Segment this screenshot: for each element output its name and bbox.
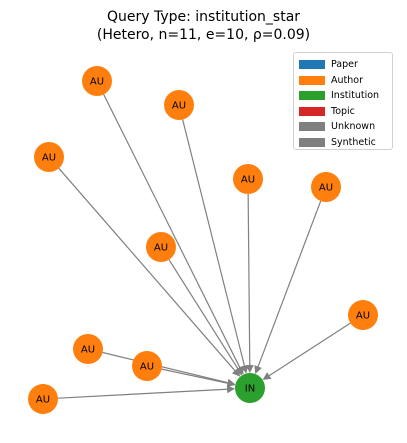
node-label: AU: [36, 395, 50, 406]
legend-item-synthetic: Synthetic: [299, 135, 387, 151]
node-label: AU: [90, 77, 104, 88]
legend: Paper Author Institution Topic Unknown Synthe…: [293, 52, 393, 150]
legend-swatch: [299, 137, 325, 147]
edge-a2-in: [182, 119, 249, 374]
legend-label: Unknown: [331, 121, 376, 133]
legend-item-institution: Institution: [299, 88, 387, 104]
edge-a10-in: [57, 385, 236, 399]
nodes-layer: IN AU AU AU AU AU AU AU AU AU AU: [28, 66, 378, 414]
edge-a4-in: [245, 193, 254, 374]
node-circle: [82, 66, 112, 96]
legend-label: Paper: [331, 59, 358, 71]
legend-item-topic: Topic: [299, 104, 387, 120]
node-label: AU: [356, 311, 370, 322]
node-label: AU: [319, 183, 333, 194]
edge-a7-in: [262, 322, 351, 380]
legend-swatch: [299, 75, 325, 85]
edge-a8-in: [102, 351, 236, 387]
legend-item-paper: Paper: [299, 57, 387, 73]
edge-a9-in: [161, 368, 236, 388]
diagram-title: Query Type: institution_star (Hetero, n=…: [0, 8, 407, 44]
node-circle: [233, 164, 263, 194]
node-circle: [28, 384, 58, 414]
node-label: AU: [81, 345, 95, 356]
node-author-a9: AU: [132, 351, 162, 381]
title-line-2: (Hetero, n=11, e=10, ρ=0.09): [96, 27, 311, 43]
legend-swatch: [299, 122, 325, 132]
node-circle: [73, 334, 103, 364]
node-label: AU: [241, 175, 255, 186]
node-author-a1: AU: [82, 66, 112, 96]
node-author-a8: AU: [73, 334, 103, 364]
node-institution-in: IN: [235, 373, 265, 403]
edge-a3-in: [58, 167, 241, 377]
node-author-a6: AU: [146, 232, 176, 262]
edge-a5-in: [254, 200, 322, 374]
node-author-a4: AU: [233, 164, 263, 194]
legend-swatch: [299, 106, 325, 116]
node-label: AU: [42, 153, 56, 164]
node-circle: [132, 351, 162, 381]
node-author-a2: AU: [164, 90, 194, 120]
edges-layer: [57, 94, 351, 399]
legend-swatch: [299, 60, 325, 70]
node-label: AU: [140, 362, 154, 373]
node-circle: [311, 172, 341, 202]
legend-label: Institution: [331, 90, 380, 102]
node-author-a10: AU: [28, 384, 58, 414]
legend-label: Synthetic: [331, 136, 376, 148]
legend-label: Author: [331, 74, 363, 86]
legend-item-author: Author: [299, 73, 387, 89]
edge-a1-in: [103, 94, 244, 375]
node-circle: [146, 232, 176, 262]
node-circle: [348, 300, 378, 330]
node-circle: [164, 90, 194, 120]
legend-label: Topic: [331, 105, 355, 117]
node-author-a7: AU: [348, 300, 378, 330]
node-circle: [235, 373, 265, 403]
node-circle: [34, 142, 64, 172]
legend-swatch: [299, 91, 325, 101]
edge-a6-in: [168, 259, 242, 376]
title-line-1: Query Type: institution_star: [106, 9, 301, 25]
node-label: IN: [245, 384, 255, 395]
node-author-a5: AU: [311, 172, 341, 202]
node-label: AU: [172, 101, 186, 112]
legend-item-unknown: Unknown: [299, 119, 387, 135]
node-author-a3: AU: [34, 142, 64, 172]
node-label: AU: [154, 243, 168, 254]
